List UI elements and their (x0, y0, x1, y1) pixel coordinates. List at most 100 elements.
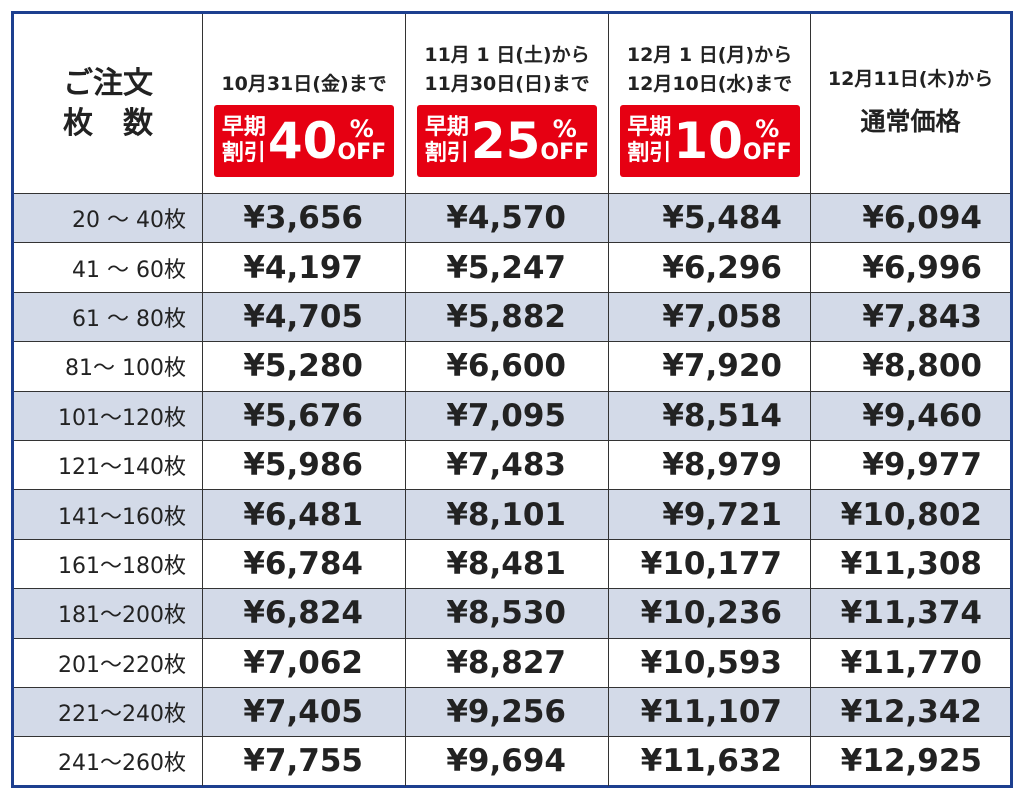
table-row: 161～180枚 ¥6,784 ¥8,481 ¥10,177 ¥11,308 (14, 538, 1010, 589)
discount-badge: 早期 割引 25% OFF (417, 105, 597, 177)
price-cell: ¥6,600 (405, 342, 608, 391)
badge-discount: 25 (470, 112, 541, 170)
price-cell: ¥8,101 (405, 490, 608, 539)
price-cell: ¥6,296 (608, 243, 810, 292)
period-date: 12月11日(木)から (827, 68, 994, 90)
price-table: ご注文枚 数 10月31日(金)まで 早期 割引 40% OFF 11月 1 日(土)から 1… (11, 11, 1013, 788)
badge-label-line: 割引 (221, 141, 266, 166)
price-cell: ¥7,405 (202, 687, 405, 737)
price-cell: ¥6,824 (202, 589, 405, 638)
table-row: 241～260枚 ¥7,755 ¥9,694 ¥11,632 ¥12,925 (14, 736, 1010, 786)
price-cell: ¥6,481 (202, 490, 405, 539)
quantity-cell: 61 ～ 80枚 (72, 306, 186, 332)
price-cell: ¥10,236 (608, 589, 810, 638)
price-cell: ¥9,694 (405, 737, 608, 786)
price-cell: ¥11,374 (810, 589, 1010, 638)
header-row: ご注文枚 数 10月31日(金)まで 早期 割引 40% OFF 11月 1 日(土)から 1… (14, 14, 1010, 193)
price-cell: ¥5,882 (405, 292, 608, 342)
period-date: 11月 1 日(土)から (424, 44, 590, 66)
quantity-cell: 221～240枚 (58, 702, 186, 728)
price-cell: ¥6,094 (810, 194, 1010, 243)
price-cell: ¥8,530 (405, 589, 608, 638)
price-cell: ¥8,481 (405, 539, 608, 589)
badge-percent: % (755, 115, 780, 143)
price-cell: ¥7,058 (608, 292, 810, 342)
quantity-label: 枚 数 (63, 105, 153, 141)
quantity-cell: 241～260枚 (58, 751, 186, 777)
quantity-cell: 201～220枚 (58, 652, 186, 678)
quantity-cell: 101～120枚 (58, 405, 186, 431)
price-cell: ¥4,570 (405, 194, 608, 243)
price-cell: ¥9,256 (405, 687, 608, 737)
period-date: 12月10日(水)まで (626, 73, 793, 95)
price-cell: ¥11,308 (810, 539, 1010, 589)
period-label: 通常価格 (860, 107, 961, 136)
price-cell: ¥7,755 (202, 737, 405, 786)
table-row: 121～140枚 ¥5,986 ¥7,483 ¥8,979 ¥9,977 (14, 439, 1010, 490)
price-cell: ¥8,979 (608, 440, 810, 490)
table-row: 201～220枚 ¥7,062 ¥8,827 ¥10,593 ¥11,770 (14, 637, 1010, 687)
price-cell: ¥9,977 (810, 440, 1010, 490)
badge-off-text: OFF (337, 140, 387, 165)
quantity-cell: 181～200枚 (58, 603, 186, 629)
discount-badge: 早期 割引 10% OFF (619, 105, 800, 177)
quantity-cell: 20 ～ 40枚 (72, 208, 186, 234)
badge-label: 早期 割引 (222, 115, 266, 167)
table-row: 221～240枚 ¥7,405 ¥9,256 ¥11,107 ¥12,342 (14, 686, 1010, 737)
price-cell: ¥5,247 (405, 243, 608, 292)
quantity-cell: 121～140枚 (58, 455, 186, 481)
price-cell: ¥5,280 (202, 342, 405, 391)
discount-badge: 早期 割引 40% OFF (214, 105, 394, 177)
badge-label-line: 割引 (424, 141, 469, 166)
price-cell: ¥7,843 (810, 292, 1010, 342)
badge-off-text: OFF (742, 140, 792, 165)
badge-off: % OFF (337, 117, 386, 165)
table-row: 20 ～ 40枚 ¥3,656 ¥4,570 ¥5,484 ¥6,094 (14, 193, 1010, 243)
price-cell: ¥9,460 (810, 391, 1010, 440)
price-cell: ¥10,802 (810, 490, 1010, 539)
price-cell: ¥7,095 (405, 391, 608, 440)
badge-label-line: 早期 (627, 115, 672, 140)
table-row: 181～200枚 ¥6,824 ¥8,530 ¥10,236 ¥11,374 (14, 588, 1010, 638)
quantity-header: ご注文枚 数 (14, 14, 202, 193)
table-row: 101～120枚 ¥5,676 ¥7,095 ¥8,514 ¥9,460 (14, 390, 1010, 440)
price-cell: ¥5,986 (202, 440, 405, 490)
period-date: 11月30日(日)まで (424, 73, 590, 95)
badge-label-line: 早期 (424, 115, 469, 140)
period-header: 12月 1 日(月)から 12月10日(水)まで 早期 割引 10% OFF (608, 14, 810, 193)
badge-discount: 40 (267, 112, 338, 170)
price-cell: ¥11,107 (608, 687, 810, 737)
price-cell: ¥5,484 (608, 194, 810, 243)
badge-percent: % (552, 115, 577, 143)
price-cell: ¥6,784 (202, 539, 405, 589)
badge-off-text: OFF (540, 140, 590, 165)
quantity-label: ご注文 (63, 65, 153, 101)
price-cell: ¥8,827 (405, 638, 608, 687)
badge-label-line: 早期 (221, 115, 266, 140)
badge-label: 早期 割引 (425, 115, 469, 167)
table-row: 81～ 100枚 ¥5,280 ¥6,600 ¥7,920 ¥8,800 (14, 341, 1010, 391)
price-cell: ¥12,925 (810, 737, 1010, 786)
price-cell: ¥5,676 (202, 391, 405, 440)
quantity-cell: 41 ～ 60枚 (72, 257, 186, 283)
price-cell: ¥10,593 (608, 638, 810, 687)
period-header: 12月11日(木)から通常価格 (810, 14, 1010, 193)
badge-percent: % (349, 115, 374, 143)
quantity-cell: 141～160枚 (58, 504, 186, 530)
table-row: 41 ～ 60枚 ¥4,197 ¥5,247 ¥6,296 ¥6,996 (14, 242, 1010, 292)
badge-discount: 10 (673, 112, 743, 170)
table-row: 61 ～ 80枚 ¥4,705 ¥5,882 ¥7,058 ¥7,843 (14, 291, 1010, 342)
price-cell: ¥9,721 (608, 490, 810, 539)
price-cell: ¥10,177 (608, 539, 810, 589)
price-cell: ¥11,770 (810, 638, 1010, 687)
badge-label-line: 割引 (627, 141, 672, 166)
period-date: 12月 1 日(月)から (626, 44, 793, 66)
price-cell: ¥4,197 (202, 243, 405, 292)
period-date: 10月31日(金)まで (221, 73, 387, 95)
price-cell: ¥3,656 (202, 194, 405, 243)
quantity-cell: 81～ 100枚 (65, 356, 186, 382)
price-cell: ¥7,920 (608, 342, 810, 391)
period-header: 11月 1 日(土)から 11月30日(日)まで 早期 割引 25% OFF (405, 14, 608, 193)
badge-off: % OFF (540, 117, 589, 165)
